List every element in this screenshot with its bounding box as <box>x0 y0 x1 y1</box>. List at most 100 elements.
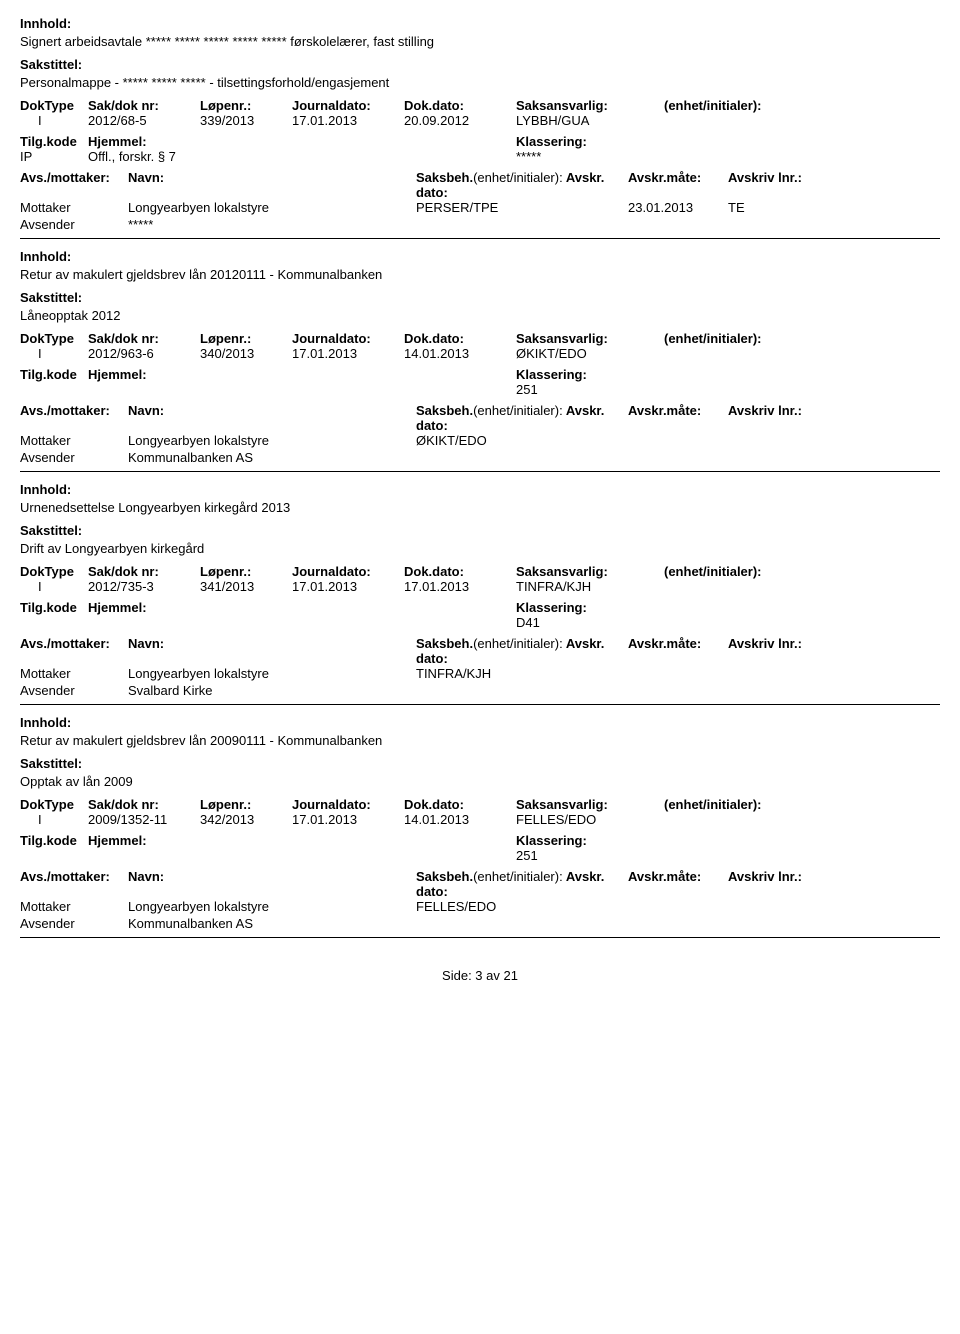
avskr-mate-label: Avskr.måte: <box>628 636 728 666</box>
saksbeh-value: TINFRA/KJH <box>416 666 628 681</box>
avskriv-lnr-label: Avskriv lnr.: <box>728 636 802 666</box>
saksbeh-label: Saksbeh.(enhet/initialer): Avskr. dato: <box>416 869 628 899</box>
hjemmel-label: Hjemmel: <box>88 833 147 848</box>
innhold-label: Innhold: <box>20 16 940 31</box>
doktype-value: I <box>20 812 88 827</box>
journal-entry: Innhold: Signert arbeidsavtale ***** ***… <box>20 16 940 239</box>
klassering-label: Klassering: <box>516 367 587 382</box>
enhet-value <box>664 579 864 594</box>
avsender-row: Avsender Svalbard Kirke <box>20 683 940 698</box>
klassering-label: Klassering: <box>516 600 587 615</box>
sakstittel-label: Sakstittel: <box>20 290 940 305</box>
avskriv-lnr-label: Avskriv lnr.: <box>728 869 802 899</box>
meta-header-row: DokType Sak/dok nr: Løpenr.: Journaldato… <box>20 98 940 113</box>
hjemmel-value <box>88 848 420 863</box>
kode-value-row: D41 <box>20 615 940 630</box>
meta-header-row: DokType Sak/dok nr: Løpenr.: Journaldato… <box>20 797 940 812</box>
tilgkode-label: Tilg.kode <box>20 367 88 382</box>
journaldato-value: 17.01.2013 <box>292 113 404 128</box>
saksansvarlig-value: FELLES/EDO <box>516 812 664 827</box>
innhold-label: Innhold: <box>20 482 940 497</box>
kode-value-row: 251 <box>20 848 940 863</box>
doktype-header: DokType <box>20 98 88 113</box>
avsender-navn: Kommunalbanken AS <box>128 450 416 465</box>
saksansvarlig-value: ØKIKT/EDO <box>516 346 664 361</box>
avsmottaker-label: Avs./mottaker: <box>20 403 128 433</box>
sakdok-value: 2009/1352-11 <box>88 812 200 827</box>
lopenr-value: 341/2013 <box>200 579 292 594</box>
klassering-value: 251 <box>516 848 538 863</box>
klassering-value: D41 <box>516 615 540 630</box>
enhet-value <box>664 113 864 128</box>
mottaker-row: Mottaker Longyearbyen lokalstyre FELLES/… <box>20 899 940 914</box>
journal-entry: Innhold: Retur av makulert gjeldsbrev lå… <box>20 715 940 938</box>
avs-header-row: Avs./mottaker: Navn: Saksbeh.(enhet/init… <box>20 636 940 666</box>
mottaker-row: Mottaker Longyearbyen lokalstyre PERSER/… <box>20 200 940 215</box>
avs-header-row: Avs./mottaker: Navn: Saksbeh.(enhet/init… <box>20 170 940 200</box>
avsender-label: Avsender <box>20 217 128 232</box>
sakstittel-value: Låneopptak 2012 <box>20 308 940 323</box>
tilgkode-label: Tilg.kode <box>20 134 88 149</box>
avskr-mate-value <box>728 899 828 914</box>
lopenr-header: Løpenr.: <box>200 331 292 346</box>
entry-divider <box>20 238 940 239</box>
avskr-mate-label: Avskr.måte: <box>628 869 728 899</box>
klassering-value: 251 <box>516 382 538 397</box>
enhet-value <box>664 812 864 827</box>
mottaker-label: Mottaker <box>20 899 128 914</box>
avsender-row: Avsender ***** <box>20 217 940 232</box>
dokdato-value: 14.01.2013 <box>404 812 516 827</box>
meta-header-row: DokType Sak/dok nr: Løpenr.: Journaldato… <box>20 564 940 579</box>
sakstittel-value: Drift av Longyearbyen kirkegård <box>20 541 940 556</box>
hjemmel-value <box>88 382 420 397</box>
journal-entry: Innhold: Urnenedsettelse Longyearbyen ki… <box>20 482 940 705</box>
sakstittel-value: Personalmappe - ***** ***** ***** - tils… <box>20 75 940 90</box>
doktype-value: I <box>20 579 88 594</box>
tilgkode-value: IP <box>20 149 88 164</box>
avskr-mate-value <box>728 666 828 681</box>
avsmottaker-label: Avs./mottaker: <box>20 636 128 666</box>
tilgkode-value <box>20 382 88 397</box>
lopenr-value: 340/2013 <box>200 346 292 361</box>
journaldato-value: 17.01.2013 <box>292 812 404 827</box>
saksbeh-label: Saksbeh.(enhet/initialer): Avskr. dato: <box>416 403 628 433</box>
journaldato-header: Journaldato: <box>292 331 404 346</box>
sakdok-header: Sak/dok nr: <box>88 564 200 579</box>
dokdato-header: Dok.dato: <box>404 564 516 579</box>
tilgkode-value <box>20 615 88 630</box>
dokdato-value: 14.01.2013 <box>404 346 516 361</box>
enhet-value <box>664 346 864 361</box>
kode-header-row: Tilg.kode Hjemmel: Klassering: <box>20 134 940 149</box>
avsender-label: Avsender <box>20 916 128 931</box>
meta-value-row: I 2012/68-5 339/2013 17.01.2013 20.09.20… <box>20 113 940 128</box>
sakdok-header: Sak/dok nr: <box>88 797 200 812</box>
saksansvarlig-value: TINFRA/KJH <box>516 579 664 594</box>
innhold-label: Innhold: <box>20 715 940 730</box>
enhet-header: (enhet/initialer): <box>664 331 864 346</box>
doktype-header: DokType <box>20 331 88 346</box>
meta-value-row: I 2012/735-3 341/2013 17.01.2013 17.01.2… <box>20 579 940 594</box>
doktype-header: DokType <box>20 797 88 812</box>
sakdok-header: Sak/dok nr: <box>88 98 200 113</box>
klassering-value: ***** <box>516 149 541 164</box>
avskr-mate-value: TE <box>728 200 828 215</box>
saksbeh-label: Saksbeh.(enhet/initialer): Avskr. dato: <box>416 636 628 666</box>
saksbeh-value: ØKIKT/EDO <box>416 433 628 448</box>
doktype-header: DokType <box>20 564 88 579</box>
journal-entry: Innhold: Retur av makulert gjeldsbrev lå… <box>20 249 940 472</box>
avsmottaker-label: Avs./mottaker: <box>20 170 128 200</box>
lopenr-header: Løpenr.: <box>200 98 292 113</box>
avs-header-row: Avs./mottaker: Navn: Saksbeh.(enhet/init… <box>20 869 940 899</box>
page-footer: Side: 3 av 21 <box>20 968 940 983</box>
innhold-value: Signert arbeidsavtale ***** ***** ***** … <box>20 34 940 49</box>
dokdato-header: Dok.dato: <box>404 797 516 812</box>
avskriv-lnr-label: Avskriv lnr.: <box>728 170 802 200</box>
navn-label: Navn: <box>128 170 416 200</box>
avsender-label: Avsender <box>20 683 128 698</box>
meta-header-row: DokType Sak/dok nr: Løpenr.: Journaldato… <box>20 331 940 346</box>
dokdato-value: 17.01.2013 <box>404 579 516 594</box>
enhet-header: (enhet/initialer): <box>664 797 864 812</box>
mottaker-row: Mottaker Longyearbyen lokalstyre TINFRA/… <box>20 666 940 681</box>
lopenr-value: 339/2013 <box>200 113 292 128</box>
journaldato-value: 17.01.2013 <box>292 579 404 594</box>
